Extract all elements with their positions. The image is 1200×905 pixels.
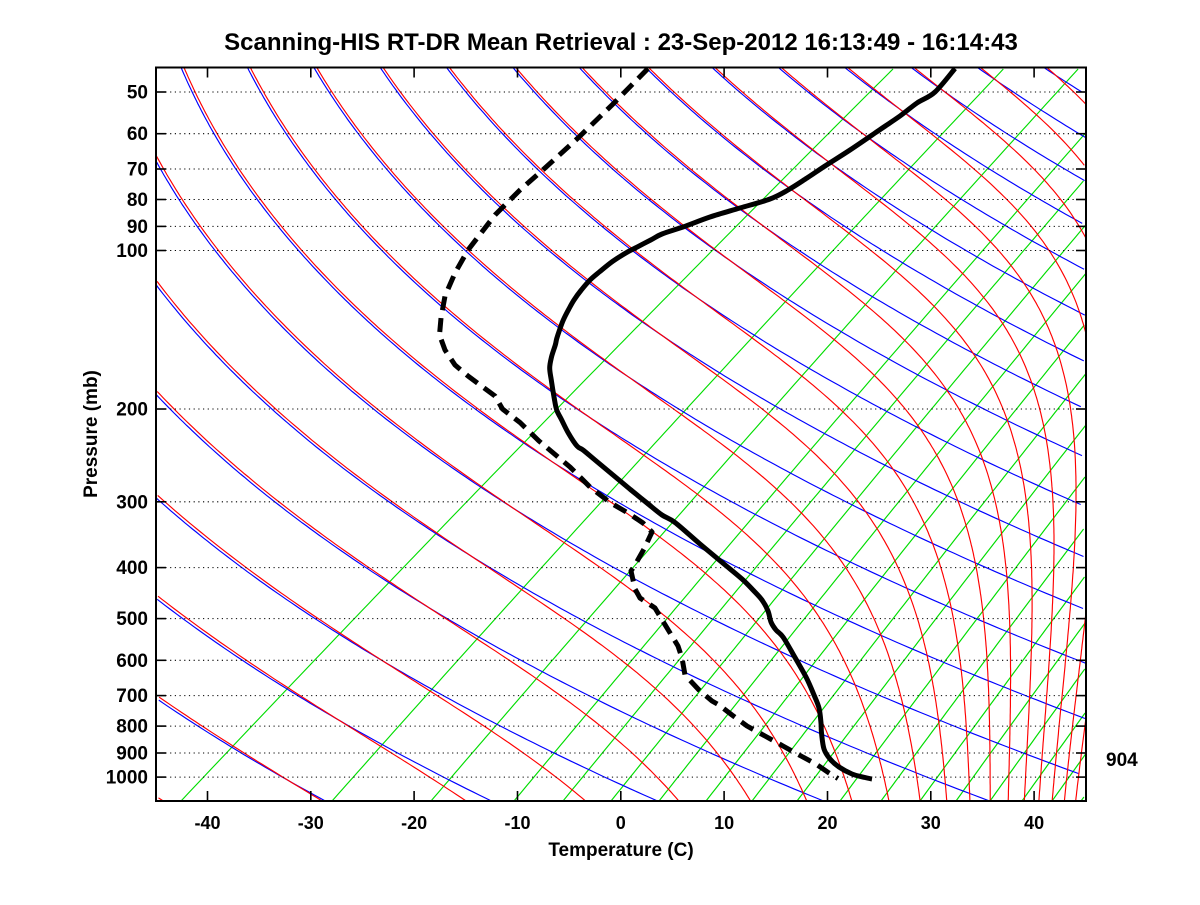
svg-text:80: 80 <box>127 190 148 211</box>
svg-text:40: 40 <box>1024 813 1044 833</box>
svg-text:90: 90 <box>127 217 148 238</box>
svg-text:Scanning-HIS RT-DR Mean Retrie: Scanning-HIS RT-DR Mean Retrieval : 23-S… <box>224 29 1018 56</box>
svg-text:1000: 1000 <box>106 768 148 789</box>
svg-text:200: 200 <box>116 400 148 421</box>
svg-text:-30: -30 <box>298 813 324 833</box>
svg-text:-40: -40 <box>194 813 220 833</box>
svg-text:700: 700 <box>116 686 148 707</box>
svg-text:600: 600 <box>116 651 148 672</box>
svg-text:300: 300 <box>116 492 148 513</box>
svg-text:20: 20 <box>817 813 837 833</box>
svg-text:30: 30 <box>921 813 941 833</box>
svg-text:Pressure (mb): Pressure (mb) <box>81 370 102 498</box>
svg-text:10: 10 <box>714 813 734 833</box>
svg-text:0: 0 <box>616 813 626 833</box>
svg-text:100: 100 <box>116 241 148 262</box>
svg-text:60: 60 <box>127 124 148 145</box>
svg-text:500: 500 <box>116 609 148 630</box>
svg-text:-10: -10 <box>504 813 530 833</box>
svg-text:Temperature (C): Temperature (C) <box>548 840 693 861</box>
svg-text:900: 900 <box>116 744 148 765</box>
svg-text:904: 904 <box>1106 750 1138 771</box>
svg-text:50: 50 <box>127 83 148 104</box>
svg-text:-20: -20 <box>401 813 427 833</box>
svg-text:400: 400 <box>116 558 148 579</box>
svg-text:800: 800 <box>116 717 148 738</box>
svg-text:70: 70 <box>127 160 148 181</box>
